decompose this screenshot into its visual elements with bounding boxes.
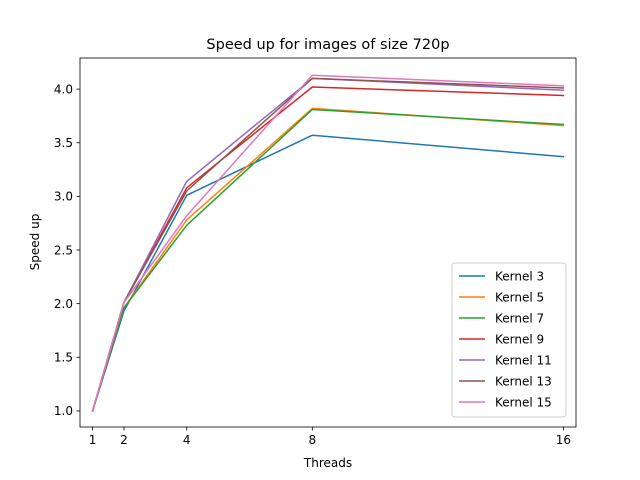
- y-tick-label: 1.0: [54, 404, 73, 418]
- series-line-7: [91, 74, 565, 412]
- x-tick-label: 2: [120, 433, 128, 447]
- axes: 1 2 4 8 16 1.0 1.5 2.0 2.5 3.0 3.5 4.0: [54, 57, 577, 447]
- plot-area: [91, 74, 565, 412]
- legend-label-7: Kernel 15: [495, 396, 552, 410]
- y-axis-label: Speed up: [28, 214, 42, 271]
- legend-label-2: Kernel 5: [495, 291, 544, 305]
- legend-label-6: Kernel 13: [495, 375, 552, 389]
- legend-box: [451, 262, 567, 418]
- y-tick-label: 1.5: [54, 351, 73, 365]
- x-tick-label: 8: [308, 433, 316, 447]
- y-tick-label: 3.5: [54, 136, 73, 150]
- axes-frame: [79, 57, 577, 428]
- legend-label-3: Kernel 7: [495, 312, 544, 326]
- chart-title: Speed up for images of size 720p: [206, 37, 449, 53]
- y-tick-label: 3.0: [54, 190, 73, 204]
- legend: Kernel 3 Kernel 5 Kernel 7 Kernel 9 Kernel 1…: [451, 262, 567, 418]
- x-axis-label: Threads: [303, 456, 352, 470]
- x-tick-label: 4: [183, 433, 191, 447]
- legend-label-5: Kernel 11: [495, 354, 552, 368]
- x-tick-label: 16: [556, 433, 571, 447]
- x-tick-label: 1: [89, 433, 97, 447]
- legend-label-4: Kernel 9: [495, 333, 544, 347]
- y-tick-label: 2.5: [54, 243, 73, 257]
- legend-label-1: Kernel 3: [495, 270, 544, 284]
- y-tick-label: 4.0: [54, 82, 73, 96]
- y-tick-label: 2.0: [54, 297, 73, 311]
- series-line-3: [91, 108, 565, 412]
